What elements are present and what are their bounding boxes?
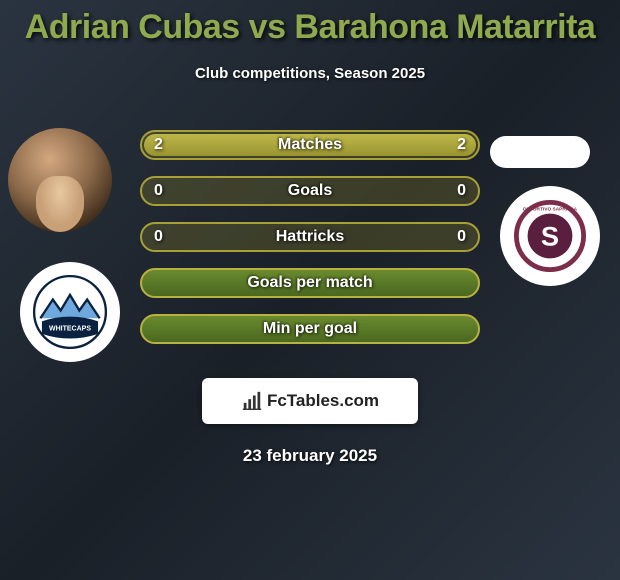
player-left-photo	[8, 128, 112, 232]
stat-label: Matches	[278, 136, 342, 154]
page-subtitle: Club competitions, Season 2025	[0, 65, 620, 82]
svg-text:DEPORTIVO SAPRISSA: DEPORTIVO SAPRISSA	[523, 206, 578, 212]
stat-row-hattricks: 0 Hattricks 0	[140, 222, 480, 252]
player-right-placeholder	[490, 136, 590, 168]
club-left-badge: WHITECAPS	[20, 262, 120, 362]
stats-area: WHITECAPS S DEPORTIVO SAPRISSA 2 Matches…	[0, 130, 620, 360]
stat-right-value: 2	[457, 136, 466, 154]
stat-label: Goals	[288, 182, 332, 200]
brand-box[interactable]: FcTables.com	[202, 378, 418, 424]
club-right-badge: S DEPORTIVO SAPRISSA	[500, 186, 600, 286]
page-title: Adrian Cubas vs Barahona Matarrita	[0, 8, 620, 47]
stat-label: Min per goal	[263, 320, 357, 338]
stat-right-value: 0	[457, 182, 466, 200]
stat-bars: 2 Matches 2 0 Goals 0 0 Hattricks 0 Goal…	[140, 130, 480, 360]
stat-left-value: 2	[154, 136, 163, 154]
stat-row-matches: 2 Matches 2	[140, 130, 480, 160]
stat-left-value: 0	[154, 182, 163, 200]
svg-text:WHITECAPS: WHITECAPS	[49, 326, 91, 333]
stat-row-goals: 0 Goals 0	[140, 176, 480, 206]
stat-right-value: 0	[457, 228, 466, 246]
bar-chart-icon	[241, 390, 263, 412]
stat-label: Goals per match	[247, 274, 372, 292]
whitecaps-icon: WHITECAPS	[31, 273, 109, 351]
stat-left-value: 0	[154, 228, 163, 246]
saprissa-icon: S DEPORTIVO SAPRISSA	[510, 196, 590, 276]
svg-text:S: S	[541, 221, 559, 252]
stat-row-goals-per-match: Goals per match	[140, 268, 480, 298]
date-text: 23 february 2025	[0, 446, 620, 466]
brand-text: FcTables.com	[267, 391, 379, 411]
stat-label: Hattricks	[276, 228, 344, 246]
stat-row-min-per-goal: Min per goal	[140, 314, 480, 344]
